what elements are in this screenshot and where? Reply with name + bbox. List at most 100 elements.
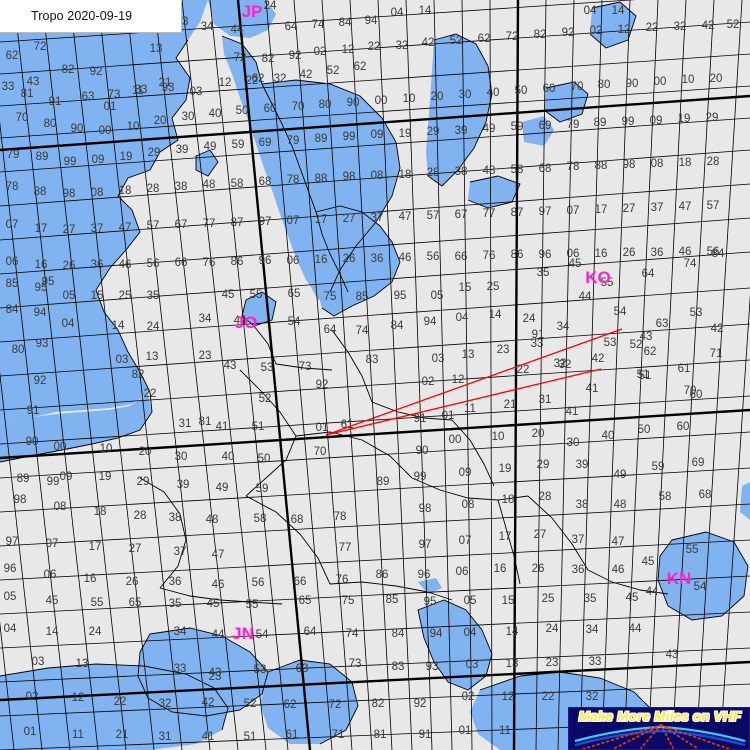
grid-square-label: 12 xyxy=(72,692,85,704)
grid-square-label: 74 xyxy=(684,258,697,270)
grid-square-label: 76 xyxy=(203,257,216,269)
grid-square-label: 39 xyxy=(176,144,189,156)
grid-square-label: 21 xyxy=(159,77,172,89)
grid-square-label: 66 xyxy=(175,257,188,269)
grid-square-label: 86 xyxy=(231,256,244,268)
grid-square-label: 04 xyxy=(584,5,597,17)
grid-square-label: 36 xyxy=(169,576,182,588)
grid-square-label: 28 xyxy=(134,510,147,522)
grid-square-label: 98 xyxy=(343,171,356,183)
grid-square-label: 59 xyxy=(511,121,524,133)
grid-square-label: 18 xyxy=(399,169,412,181)
grid-square-label: 42 xyxy=(300,69,313,81)
grid-square-label: 39 xyxy=(177,479,190,491)
grid-square-label: 36 xyxy=(651,247,664,259)
grid-square-label: 69 xyxy=(259,137,272,149)
grid-square-label: 98 xyxy=(14,494,27,506)
grid-square-label: 96 xyxy=(539,249,552,261)
grid-square-label: 24 xyxy=(546,623,559,635)
grid-square-label: 93 xyxy=(36,338,49,350)
grid-square-label: 68 xyxy=(259,176,272,188)
grid-square-label: 20 xyxy=(154,115,167,127)
grid-square-label: 38 xyxy=(455,166,468,178)
grid-square-label: 08 xyxy=(462,499,475,511)
grid-square-label: 77 xyxy=(483,208,496,220)
grid-square-label: 95 xyxy=(42,276,55,288)
grid-square-label: 91 xyxy=(419,729,432,741)
grid-square-label: 64 xyxy=(324,324,337,336)
grid-square-label: 84 xyxy=(6,304,19,316)
grid-square-label: 36 xyxy=(572,564,585,576)
grid-square-label: 28 xyxy=(539,491,552,503)
grid-square-label: 90 xyxy=(626,78,639,90)
grid-square-label: 79 xyxy=(7,149,20,161)
grid-square-label: 31 xyxy=(539,394,552,406)
grid-square-label: 52 xyxy=(327,65,340,77)
grid-square-label: 62 xyxy=(6,50,19,62)
grid-square-label: 33 xyxy=(531,338,544,350)
grid-square-label: 96 xyxy=(259,255,272,267)
grid-square-label: 55 xyxy=(91,597,104,609)
grid-square-label: 20 xyxy=(139,446,152,458)
grid-square-label: 27 xyxy=(534,529,547,541)
grid-square-label: 52 xyxy=(259,393,272,405)
grid-square-label: 51 xyxy=(639,370,652,382)
grid-square-label: 78 xyxy=(567,161,580,173)
grid-square-label: 37 xyxy=(572,534,585,546)
grid-square-label: 52 xyxy=(244,698,257,710)
grid-square-label: 30 xyxy=(567,437,580,449)
grid-square-label: 90 xyxy=(71,123,84,135)
make-more-miles-logo[interactable]: Make More Miles on VHF xyxy=(568,707,750,750)
grid-square-label: 53 xyxy=(254,664,267,676)
grid-square-label: 54 xyxy=(288,316,301,328)
grid-square-label: 14 xyxy=(506,626,519,638)
grid-square-label: 09 xyxy=(92,154,105,166)
grid-square-label: 34 xyxy=(586,624,599,636)
grid-square-label: 05 xyxy=(464,595,477,607)
grid-square-label: 71 xyxy=(710,348,723,360)
grid-square-label: 76 xyxy=(483,250,496,262)
grid-square-label: 17 xyxy=(499,531,512,543)
grid-square-label: 12 xyxy=(452,374,465,386)
grid-square-label: 74 xyxy=(346,628,359,640)
grid-square-label: 60 xyxy=(543,83,556,95)
grid-square-label: 54 xyxy=(256,629,269,641)
grid-square-label: 78 xyxy=(6,181,19,193)
grid-square-label: 98 xyxy=(419,503,432,515)
grid-square-label: 71 xyxy=(332,729,345,741)
grid-square-label: 70 xyxy=(16,112,29,124)
grid-square-label: 30 xyxy=(182,111,195,123)
grid-square-label: 73 xyxy=(349,658,362,670)
grid-square-label: 62 xyxy=(478,33,491,45)
grid-square-label: 33 xyxy=(2,81,15,93)
grid-square-label: 82 xyxy=(534,29,547,41)
grid-square-label: 56 xyxy=(707,246,720,258)
grid-square-label: 47 xyxy=(612,536,625,548)
grid-square-label: 47 xyxy=(399,211,412,223)
grid-square-label: 77 xyxy=(203,218,216,230)
grid-square-label: 48 xyxy=(483,165,496,177)
tropo-path-1 xyxy=(325,328,623,436)
grid-square-label: 41 xyxy=(202,731,215,743)
grid-square-label: 50 xyxy=(236,105,249,117)
grid-square-label: 44 xyxy=(212,629,225,641)
grid-square-label: 63 xyxy=(656,318,669,330)
grid-square-label: 82 xyxy=(62,64,75,76)
grid-square-label: 89 xyxy=(17,473,30,485)
grid-square-label: 34 xyxy=(557,321,570,333)
grid-square-label: 51 xyxy=(637,369,650,381)
grid-square-label: 55 xyxy=(686,544,699,556)
grid-square-label: 80 xyxy=(44,118,57,130)
grid-square-label: 32 xyxy=(274,73,287,85)
grid-square-label: 36 xyxy=(91,259,104,271)
grid-square-label: 44 xyxy=(579,291,592,303)
grid-square-label: 59 xyxy=(652,461,665,473)
grid-square-label: 16 xyxy=(35,259,48,271)
grid-square-label: 26 xyxy=(126,576,139,588)
map-title-card: Tropo 2020-09-19 xyxy=(0,0,182,33)
grid-square-label: 19 xyxy=(499,463,512,475)
grid-square-label: 45 xyxy=(626,592,639,604)
grid-square-label: 92 xyxy=(289,50,302,62)
